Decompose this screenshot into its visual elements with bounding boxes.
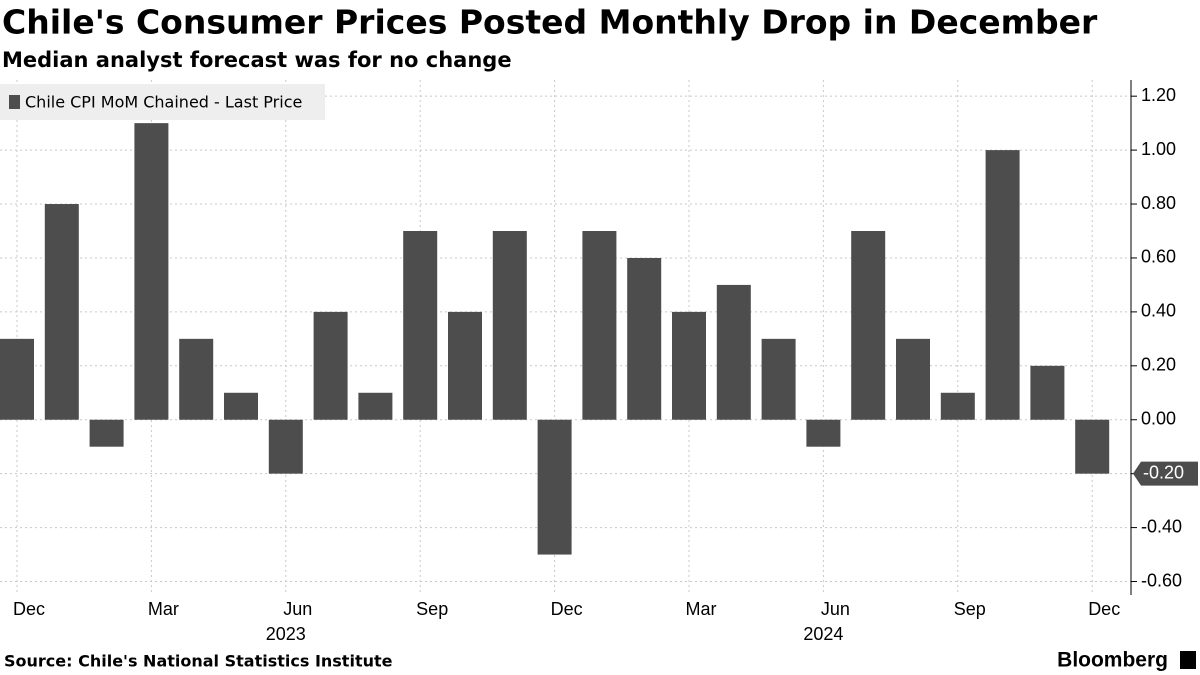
- last-value-badge: [1133, 461, 1198, 486]
- bar: [403, 230, 438, 420]
- x-tick-label: Sep: [416, 599, 448, 619]
- legend-label: Chile CPI MoM Chained - Last Price: [25, 93, 302, 112]
- bar: [940, 392, 975, 420]
- bar: [448, 311, 482, 420]
- y-tick-label: -0.40: [1141, 516, 1182, 536]
- legend-swatch: [9, 95, 20, 109]
- brand-icon: [1180, 651, 1196, 669]
- y-tick-label: -0.60: [1141, 570, 1182, 590]
- bar: [224, 392, 258, 420]
- brand: Bloomberg: [1057, 649, 1168, 672]
- bar: [582, 230, 617, 420]
- y-tick-label: 0.20: [1141, 355, 1176, 375]
- x-tick-label: Jun: [283, 599, 312, 619]
- y-tick-label: 0.60: [1141, 247, 1176, 267]
- bar: [492, 230, 527, 420]
- bar: [537, 419, 572, 555]
- bar: [134, 123, 169, 420]
- x-year-label: 2024: [803, 624, 843, 644]
- bar: [672, 311, 706, 420]
- bar: [806, 419, 841, 447]
- bar: [896, 338, 930, 420]
- y-tick-label: 0.00: [1141, 408, 1176, 428]
- x-tick-label: Sep: [954, 599, 986, 619]
- x-tick-label: Jun: [821, 599, 850, 619]
- bar: [1030, 365, 1065, 420]
- bar: [89, 419, 124, 447]
- chart-title: Chile's Consumer Prices Posted Monthly D…: [2, 3, 1098, 42]
- bar: [851, 230, 886, 420]
- y-tick-label: 1.00: [1141, 139, 1176, 159]
- y-tick-label: 1.20: [1141, 85, 1176, 105]
- bar: [313, 311, 348, 420]
- bar: [0, 338, 34, 420]
- x-year-label: 2023: [266, 624, 306, 644]
- bar: [716, 284, 751, 420]
- bar: [1075, 419, 1110, 474]
- legend-box: [0, 84, 325, 120]
- x-tick-label: Dec: [13, 599, 45, 619]
- y-tick-label: 0.40: [1141, 301, 1176, 321]
- bar: [627, 257, 662, 420]
- x-tick-label: Mar: [686, 599, 717, 619]
- bar: [761, 338, 796, 420]
- x-tick-label: Dec: [1088, 599, 1120, 619]
- x-tick-label: Dec: [551, 599, 583, 619]
- bar: [268, 419, 303, 474]
- x-tick-label: Mar: [148, 599, 179, 619]
- last-value-label: -0.20: [1143, 462, 1184, 482]
- bar: [179, 338, 214, 420]
- chart-subtitle: Median analyst forecast was for no chang…: [2, 48, 512, 72]
- bar: [44, 204, 79, 420]
- y-tick-label: 0.80: [1141, 193, 1176, 213]
- bar: [358, 392, 393, 420]
- bar: [985, 150, 1020, 420]
- source: Source: Chile's National Statistics Inst…: [4, 652, 393, 671]
